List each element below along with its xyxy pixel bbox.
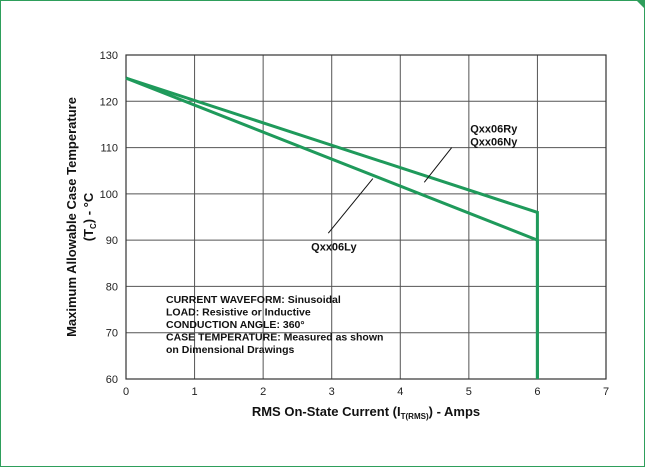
series-label-pointer <box>423 147 453 183</box>
series-label-pointer <box>327 178 374 234</box>
y-axis-unit-tail: ) - °C <box>81 192 96 223</box>
x-axis-ticks: 0 1 2 3 4 5 6 7 <box>123 386 609 398</box>
conditions-note-line: LOAD: Resistive or Inductive <box>166 307 311 319</box>
y-tick-label: 90 <box>106 235 118 247</box>
x-axis-title-tail: ) - Amps <box>429 404 481 419</box>
series-label-text: Qxx06Ny <box>470 136 518 148</box>
x-tick-label: 3 <box>329 386 335 398</box>
x-tick-label: 1 <box>192 386 198 398</box>
y-axis-title-unit: (TC) - °C <box>81 192 98 241</box>
x-tick-label: 5 <box>466 386 472 398</box>
x-axis-title-sub: T(RMS) <box>401 412 429 421</box>
y-tick-label: 130 <box>100 50 118 62</box>
conditions-note-line: on Dimensional Drawings <box>166 344 295 356</box>
x-tick-label: 2 <box>260 386 266 398</box>
series-label-text: Qxx06Ly <box>311 241 357 253</box>
y-tick-label: 120 <box>100 96 118 108</box>
y-tick-label: 100 <box>100 189 118 201</box>
conditions-note-line: CURRENT WAVEFORM: Sinusoidal <box>166 294 341 306</box>
y-axis-ticks: 60 70 80 90 100 110 120 130 <box>100 50 118 386</box>
y-axis-unit-main: (T <box>81 229 96 241</box>
y-tick-label: 60 <box>106 374 118 386</box>
y-tick-label: 110 <box>100 143 118 155</box>
plot-frame <box>125 54 607 380</box>
x-tick-label: 4 <box>397 386 403 398</box>
conditions-note-line: CASE TEMPERATURE: Measured as shown <box>166 332 383 344</box>
x-tick-label: 7 <box>603 386 609 398</box>
y-axis-title: Maximum Allowable Case Temperature <box>64 97 79 337</box>
conditions-note-line: CONDUCTION ANGLE: 360° <box>166 319 305 331</box>
corner-accent <box>637 1 644 8</box>
series-label-text: Qxx06Ry <box>470 123 518 135</box>
y-tick-label: 70 <box>106 328 118 340</box>
x-tick-label: 6 <box>534 386 540 398</box>
series-group <box>125 76 539 379</box>
x-axis-title: RMS On-State Current (IT(RMS)) - Amps <box>252 404 480 421</box>
y-tick-label: 80 <box>106 281 118 293</box>
plot-border <box>125 54 607 380</box>
x-tick-label: 0 <box>123 386 129 398</box>
y-axis-unit-sub: C <box>89 223 98 229</box>
series-line-qxx06ly <box>125 76 539 379</box>
x-axis-title-main: RMS On-State Current (I <box>252 404 401 419</box>
